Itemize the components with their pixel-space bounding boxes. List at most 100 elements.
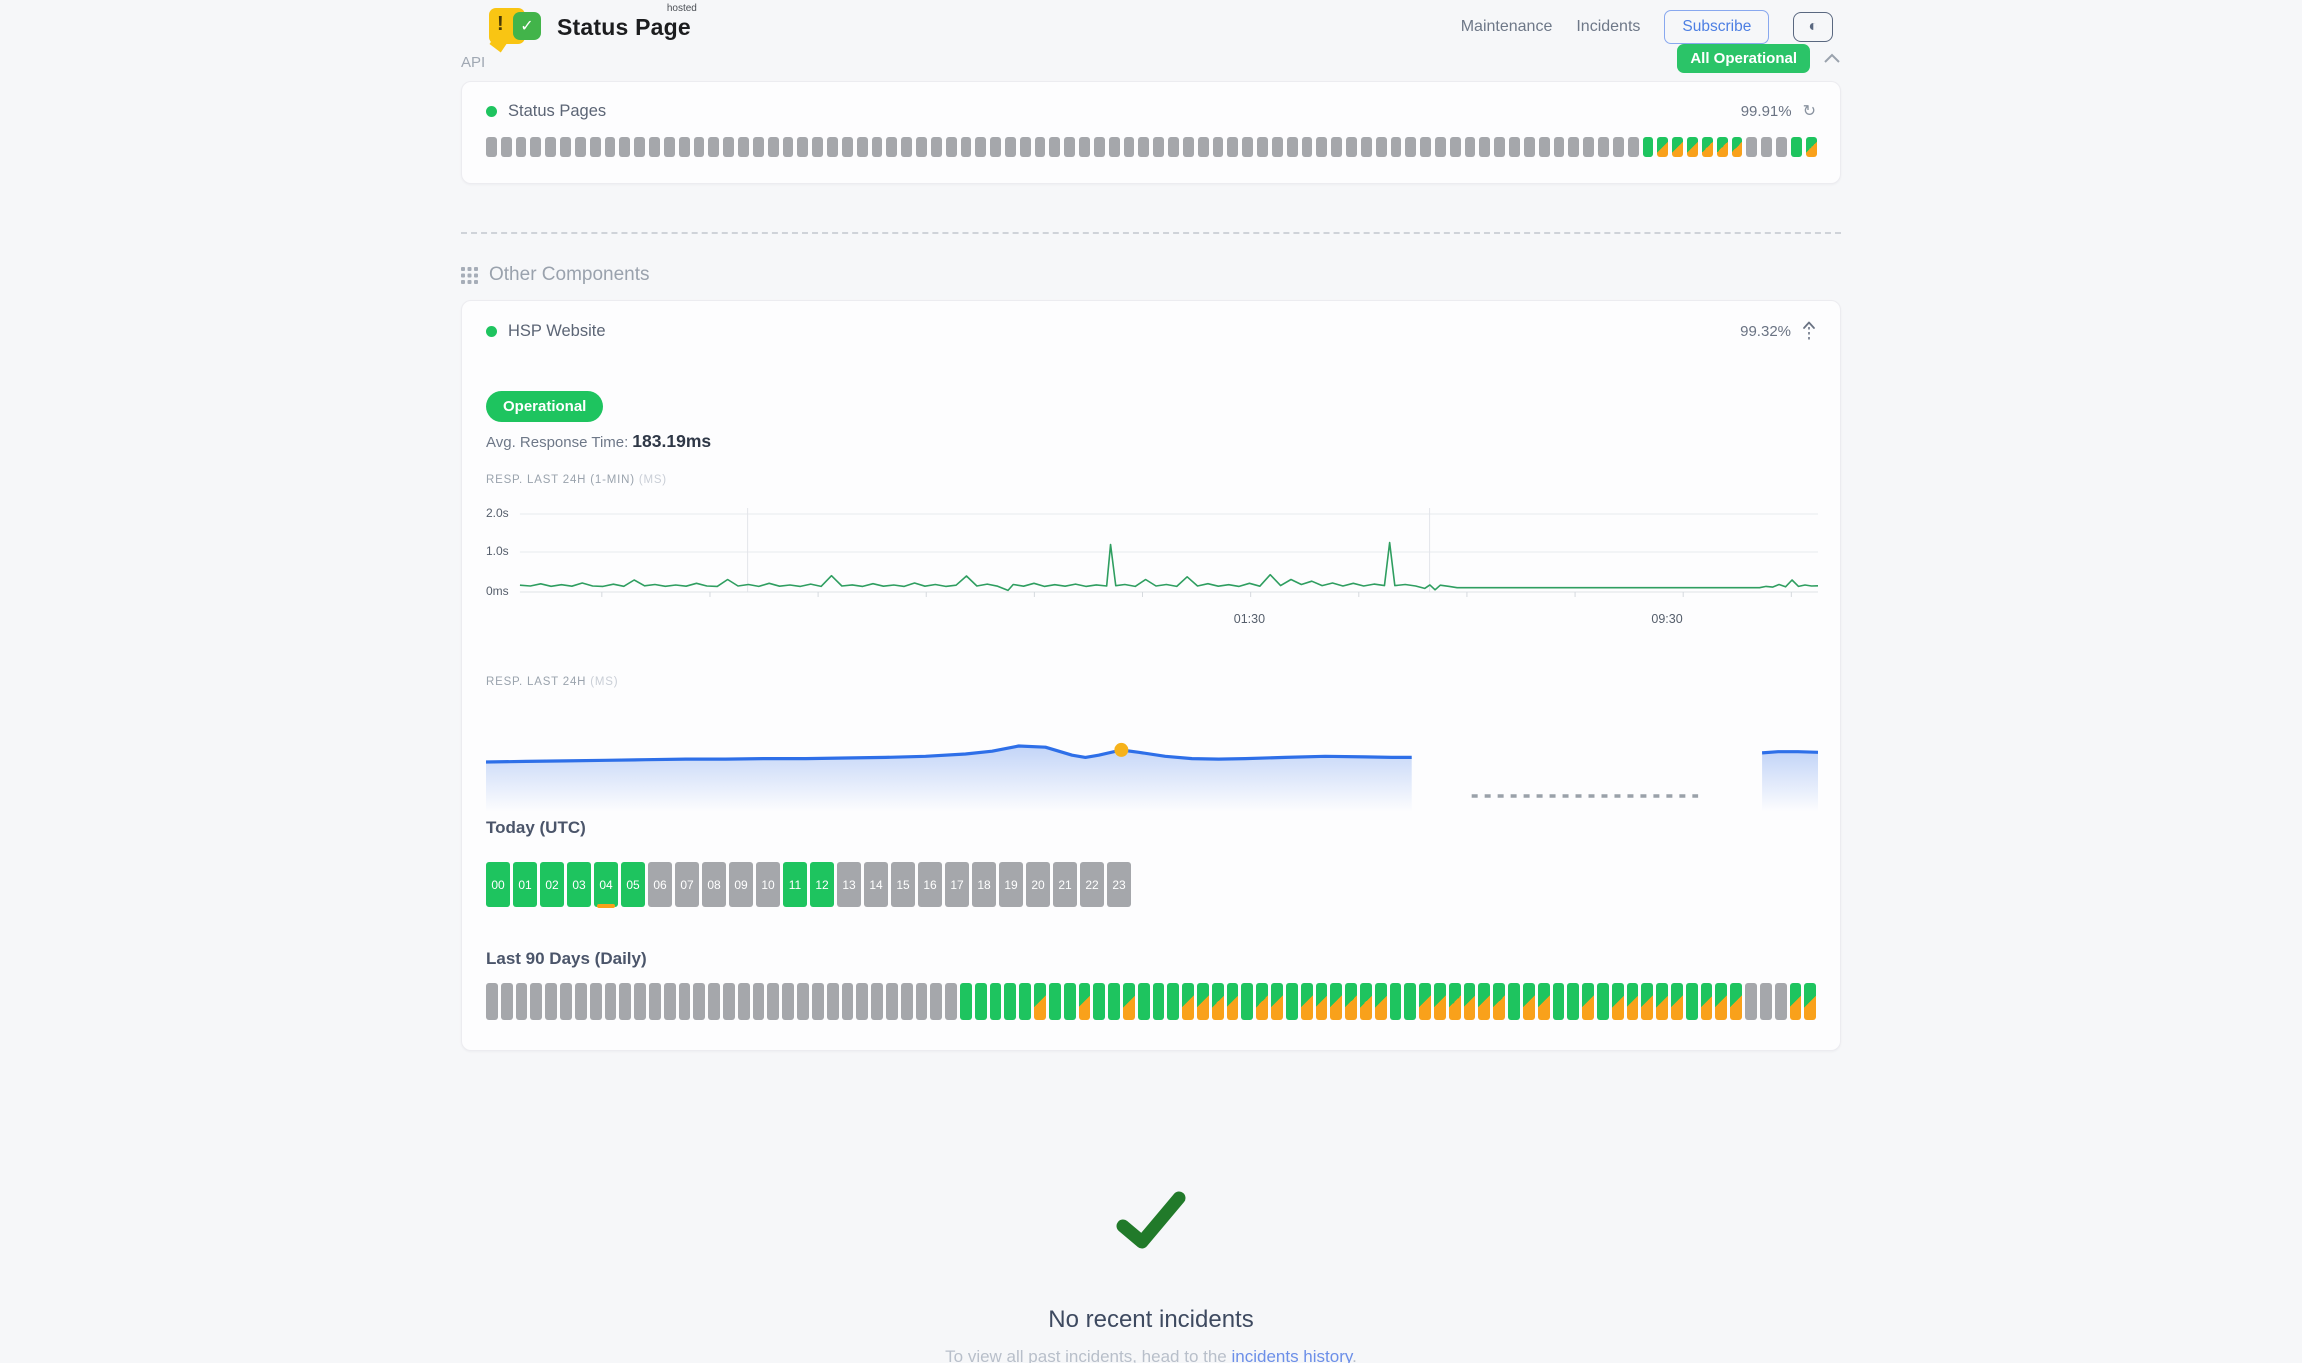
day-bar[interactable] xyxy=(693,983,706,1020)
uptime-bar[interactable] xyxy=(1449,137,1461,157)
uptime-bar[interactable] xyxy=(1390,137,1402,157)
day-bar[interactable] xyxy=(856,983,869,1020)
day-bar[interactable] xyxy=(1700,983,1713,1020)
subscribe-button[interactable]: Subscribe xyxy=(1664,10,1770,44)
day-bar[interactable] xyxy=(634,983,646,1020)
day-bar[interactable] xyxy=(1048,983,1061,1020)
uptime-bar[interactable] xyxy=(767,137,779,157)
uptime-bar[interactable] xyxy=(1182,137,1194,157)
day-bar[interactable] xyxy=(974,983,987,1020)
uptime-bar[interactable] xyxy=(1360,137,1372,157)
hour-block-19[interactable]: 19 xyxy=(999,862,1023,907)
hour-block-01[interactable]: 01 xyxy=(513,862,537,907)
uptime-bar[interactable] xyxy=(827,137,838,157)
day-bar[interactable] xyxy=(1271,983,1283,1020)
hour-block-10[interactable]: 10 xyxy=(756,862,780,907)
day-bar[interactable] xyxy=(1256,983,1269,1020)
uptime-bar[interactable] xyxy=(1583,137,1595,157)
day-bar[interactable] xyxy=(1197,983,1209,1020)
hour-block-14[interactable]: 14 xyxy=(864,862,888,907)
hour-block-02[interactable]: 02 xyxy=(540,862,564,907)
day-bar[interactable] xyxy=(767,983,780,1020)
uptime-bar[interactable] xyxy=(1553,137,1565,157)
day-bar[interactable] xyxy=(1804,983,1817,1020)
response-time-line-chart[interactable]: 2.0s 1.0s 0ms 01:30 09:30 xyxy=(486,502,1818,638)
day-bar[interactable] xyxy=(841,983,854,1020)
uptime-bar[interactable] xyxy=(1271,137,1283,157)
day-bar[interactable] xyxy=(1108,983,1120,1020)
uptime-bar[interactable] xyxy=(1598,137,1609,157)
day-bar[interactable] xyxy=(1078,983,1091,1020)
uptime-bar[interactable] xyxy=(1034,137,1046,157)
day-bar[interactable] xyxy=(900,983,913,1020)
uptime-bar[interactable] xyxy=(812,137,824,157)
day-bar[interactable] xyxy=(1463,983,1476,1020)
day-bar[interactable] xyxy=(797,983,809,1020)
day-bar[interactable] xyxy=(1685,983,1698,1020)
uptime-bar[interactable] xyxy=(856,137,868,157)
day-bar[interactable] xyxy=(1671,983,1683,1020)
day-bar[interactable] xyxy=(1508,983,1520,1020)
day-bar[interactable] xyxy=(989,983,1002,1020)
day-bar[interactable] xyxy=(1582,983,1594,1020)
nav-incidents[interactable]: Incidents xyxy=(1576,18,1641,35)
day-bar[interactable] xyxy=(604,983,617,1020)
nav-maintenance[interactable]: Maintenance xyxy=(1460,18,1553,35)
day-bar[interactable] xyxy=(871,983,883,1020)
logo[interactable]: ! ✓ Status Page hosted xyxy=(489,3,697,53)
day-bar[interactable] xyxy=(1537,983,1550,1020)
uptime-bar[interactable] xyxy=(1672,137,1684,157)
hour-block-18[interactable]: 18 xyxy=(972,862,996,907)
day-bar[interactable] xyxy=(678,983,691,1020)
uptime-bar[interactable] xyxy=(1687,137,1698,157)
uptime-bar[interactable] xyxy=(693,137,705,157)
day-bar[interactable] xyxy=(1419,983,1431,1020)
uptime-bar[interactable] xyxy=(1716,137,1728,157)
uptime-bar[interactable] xyxy=(530,137,542,157)
day-bar[interactable] xyxy=(723,983,735,1020)
day-bar[interactable] xyxy=(1122,983,1135,1020)
day-bar[interactable] xyxy=(1152,983,1165,1020)
day-bar[interactable] xyxy=(1359,983,1372,1020)
day-bar[interactable] xyxy=(945,983,957,1020)
uptime-bar[interactable] xyxy=(1805,137,1817,157)
day-bar[interactable] xyxy=(1493,983,1506,1020)
day-bar[interactable] xyxy=(486,983,498,1020)
uptime-bar[interactable] xyxy=(1123,137,1135,157)
uptime-bar[interactable] xyxy=(1701,137,1713,157)
uptime-bar[interactable] xyxy=(589,137,601,157)
uptime-bar[interactable] xyxy=(1331,137,1343,157)
day-bar[interactable] xyxy=(960,983,972,1020)
day-bar[interactable] xyxy=(1093,983,1106,1020)
hour-block-07[interactable]: 07 xyxy=(675,862,699,907)
uptime-bar[interactable] xyxy=(1568,137,1580,157)
day-bar[interactable] xyxy=(1448,983,1461,1020)
hour-block-20[interactable]: 20 xyxy=(1026,862,1050,907)
day-bar[interactable] xyxy=(708,983,720,1020)
uptime-bar[interactable] xyxy=(960,137,972,157)
uptime-bar[interactable] xyxy=(1509,137,1520,157)
uptime-bar[interactable] xyxy=(1138,137,1150,157)
uptime-bar[interactable] xyxy=(500,137,512,157)
day-bar[interactable] xyxy=(1226,983,1239,1020)
uptime-bar[interactable] xyxy=(634,137,646,157)
uptime-bar[interactable] xyxy=(782,137,794,157)
uptime-bar[interactable] xyxy=(1286,137,1298,157)
uptime-bar[interactable] xyxy=(1093,137,1105,157)
day-bar[interactable] xyxy=(826,983,839,1020)
uptime-bar[interactable] xyxy=(545,137,557,157)
day-bar[interactable] xyxy=(1522,983,1535,1020)
day-bar[interactable] xyxy=(545,983,558,1020)
hour-block-03[interactable]: 03 xyxy=(567,862,591,907)
hour-block-13[interactable]: 13 xyxy=(837,862,861,907)
uptime-bar[interactable] xyxy=(1375,137,1387,157)
day-bar[interactable] xyxy=(1285,983,1298,1020)
day-bar[interactable] xyxy=(1019,983,1032,1020)
hour-block-15[interactable]: 15 xyxy=(891,862,915,907)
uptime-bar[interactable] xyxy=(841,137,853,157)
uptime-bar[interactable] xyxy=(738,137,749,157)
uptime-bar[interactable] xyxy=(515,137,527,157)
day-bar[interactable] xyxy=(1611,983,1624,1020)
day-bar[interactable] xyxy=(648,983,661,1020)
uptime-bar[interactable] xyxy=(886,137,898,157)
